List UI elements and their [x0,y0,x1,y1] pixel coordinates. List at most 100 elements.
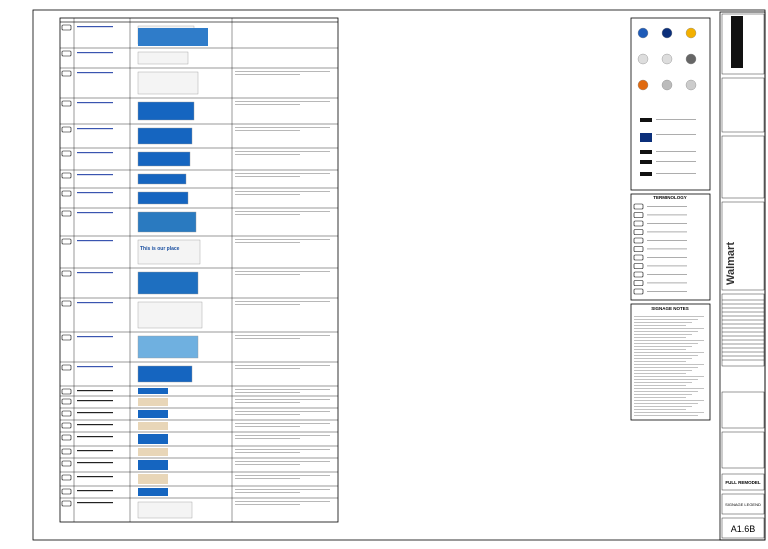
note-text [634,358,692,359]
pattern-swatch [640,172,652,176]
thumbnail [137,501,193,519]
note-line [235,449,330,450]
label-line [77,400,113,402]
term-text [647,206,687,207]
note-text [634,415,698,416]
thumbnail [137,335,199,359]
thumbnail [137,151,191,167]
note-text [634,406,692,407]
note-line [235,127,330,128]
terminology-title: TERMINOLOGY [653,195,687,200]
note-line [235,389,330,390]
note-line [235,475,330,476]
note-line [235,274,300,275]
strip-thumbnail [138,422,168,430]
note-text [634,400,704,401]
swatch [685,27,697,39]
label-line [77,436,113,438]
label-line [77,52,113,54]
table-grid: This is our place [60,18,338,522]
logo-bar [731,16,743,68]
note-line [235,71,330,72]
note-text [634,337,686,338]
sign-icon [61,500,72,507]
pattern-text [656,161,696,162]
label-line [77,462,113,464]
note-line [235,392,300,393]
sign-icon [61,270,72,277]
note-line [235,423,330,424]
pattern-text [656,134,696,135]
notes-panel [630,303,711,421]
sign-icon [61,172,72,179]
brand: Walmart [725,242,737,285]
thumbnail [137,71,199,95]
term-text [647,248,687,250]
strip-thumbnail [138,474,168,484]
sign-icon [61,410,72,417]
note-text [634,334,692,335]
sheet-title-box [721,493,765,515]
term-icon [633,263,644,269]
strip-thumbnail [138,388,168,394]
term-icon [633,237,644,244]
label-line [77,272,113,274]
strip-thumbnail [138,460,168,470]
thumbnail [137,365,193,383]
label-line [77,174,113,176]
note-text [634,373,686,374]
project-box [721,473,765,491]
note-line [235,176,300,177]
label-line [77,450,113,452]
note-text [634,409,686,410]
swatch [637,53,649,65]
thumbnail [137,211,197,233]
label-line [77,490,113,492]
term-icon [633,288,644,295]
pattern-text [656,119,696,120]
note-text [634,322,692,323]
blank-box [721,391,765,429]
note-text [634,385,686,386]
pattern-swatch [640,133,652,142]
note-text [634,370,692,371]
note-line [235,151,330,152]
sign-icon [61,70,72,77]
label-line [77,212,113,214]
sign-icon [61,448,72,455]
term-text [647,291,687,292]
label-line [77,336,113,338]
swatch [685,79,697,91]
note-text [634,331,698,332]
note-line [235,399,330,400]
sign-icon [61,398,72,405]
swatch [661,79,673,91]
label-line [77,502,113,504]
thumbnail [137,101,195,121]
label-line [77,412,113,414]
note-line [235,365,330,366]
strip-thumbnail [138,434,168,444]
note-text [634,340,704,341]
term-icon [633,203,644,210]
note-text [634,412,704,413]
revision-lines [722,299,764,361]
sheet-number-box [721,517,765,539]
note-text [634,346,692,347]
term-icon [633,212,644,218]
pattern-swatch [640,150,652,154]
sign-icon [61,300,72,307]
strip-thumbnail [138,410,168,418]
term-icon [633,271,644,278]
term-text [647,274,687,275]
sign-icon [61,388,72,395]
term-text [647,240,687,241]
note-line [235,338,300,339]
note-line [235,426,300,427]
thumbnail [137,127,193,145]
term-text [647,282,687,284]
label-line [77,424,113,426]
swatch [685,53,697,65]
pattern-text [656,173,696,174]
